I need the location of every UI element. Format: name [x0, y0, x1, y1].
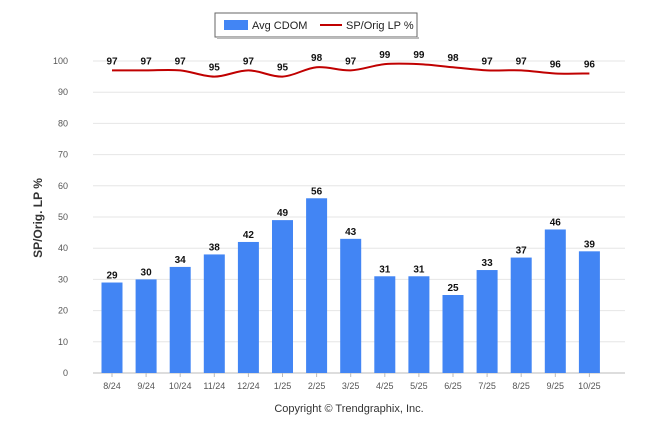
series-line	[111, 62, 590, 78]
line-data-label: 97	[516, 56, 528, 67]
legend-bar-label: Avg CDOM	[252, 20, 307, 32]
bar	[237, 241, 259, 373]
line-data-label: 99	[379, 50, 391, 61]
y-tick-label: 60	[58, 181, 68, 191]
line-data-label: 97	[175, 56, 187, 67]
x-tick-label: 2/25	[308, 381, 326, 391]
y-tick-label: 90	[58, 87, 68, 97]
bar	[203, 254, 225, 373]
bar	[442, 295, 464, 373]
x-tick-label: 8/25	[512, 381, 530, 391]
y-tick-label: 100	[53, 56, 68, 66]
y-tick-label: 10	[58, 337, 68, 347]
bar-data-label: 42	[243, 230, 255, 241]
bar-data-label: 39	[584, 239, 596, 250]
bar	[340, 238, 362, 373]
x-tick-label: 1/25	[274, 381, 292, 391]
bar	[169, 266, 191, 373]
x-axis: 8/24 9/24 10/24 11/24 12/24 1/25 2/25 3/25 4/25 5…	[103, 373, 601, 391]
bar-data-label: 38	[209, 242, 221, 253]
x-tick-label: 10/25	[578, 381, 601, 391]
line-data-label: 98	[311, 53, 323, 64]
x-tick-label: 5/25	[410, 381, 428, 391]
bar-data-label: 29	[106, 271, 118, 282]
line-data-label: 97	[106, 56, 118, 67]
line-data-label: 95	[209, 63, 221, 74]
line-data-label: 97	[482, 56, 494, 67]
x-tick-label: 7/25	[478, 381, 496, 391]
x-tick-label: 10/24	[169, 381, 192, 391]
bar-data-label: 33	[482, 258, 494, 269]
y-tick-label: 80	[58, 118, 68, 128]
x-tick-label: 9/24	[137, 381, 155, 391]
y-tick-label: 70	[58, 150, 68, 160]
bar-data-label: 31	[413, 264, 425, 275]
bar	[476, 270, 498, 373]
bar-data-label: 34	[175, 255, 187, 266]
x-tick-label: 6/25	[444, 381, 462, 391]
line-data-label: 98	[447, 53, 459, 64]
legend-shadow	[217, 37, 419, 39]
bar	[578, 251, 600, 373]
bar-series: 29 30 34 38 42 49 56 43 31 31 25 33 37 46 39	[101, 186, 600, 373]
bar	[135, 279, 157, 373]
line-data-label: 97	[243, 56, 255, 67]
x-tick-label: 9/25	[547, 381, 565, 391]
bar-data-label: 31	[379, 264, 391, 275]
line-data-label: 97	[345, 56, 357, 67]
bar	[101, 282, 123, 373]
bar-data-label: 46	[550, 217, 562, 228]
legend-bar-swatch	[224, 20, 248, 30]
line-data-label: 97	[141, 56, 153, 67]
bar-data-label: 37	[516, 246, 528, 257]
x-tick-label: 3/25	[342, 381, 360, 391]
bar	[272, 220, 293, 373]
bar-data-label: 56	[311, 186, 323, 197]
x-tick-label: 8/24	[103, 381, 121, 391]
bar	[374, 276, 396, 373]
bar	[510, 257, 532, 373]
legend: Avg CDOM SP/Orig LP %	[214, 12, 419, 39]
legend-box	[214, 12, 418, 38]
bar	[306, 198, 328, 373]
copyright-footer: Copyright © Trendgraphix, Inc.	[274, 403, 423, 415]
bar-data-label: 49	[277, 208, 289, 219]
x-tick-label: 12/24	[237, 381, 260, 391]
y-axis-title: SP/Orig. LP %	[31, 178, 45, 258]
bar-data-label: 43	[345, 227, 357, 238]
legend-line-label: SP/Orig LP %	[346, 20, 414, 32]
line-data-label: 95	[277, 63, 289, 74]
x-tick-label: 4/25	[376, 381, 394, 391]
bar-data-label: 30	[141, 267, 153, 278]
line-data-label: 99	[413, 50, 425, 61]
bar	[544, 229, 566, 373]
line-data-label: 96	[584, 59, 596, 70]
y-tick-label: 40	[58, 243, 68, 253]
bar	[408, 276, 430, 373]
line-data-label: 96	[550, 59, 562, 70]
y-tick-label: 50	[58, 212, 68, 222]
y-tick-label: 20	[58, 306, 68, 316]
y-axis: 0 10 20 30 40 50 60 70 80 90 100	[53, 56, 68, 378]
line-series: 97 97 97 95 97 95 98 97 99 99 98 97 97 96 96	[106, 50, 596, 78]
x-tick-label: 11/24	[203, 381, 225, 391]
y-tick-label: 30	[58, 274, 68, 284]
bar-data-label: 25	[447, 283, 459, 294]
y-tick-label: 0	[63, 368, 68, 378]
